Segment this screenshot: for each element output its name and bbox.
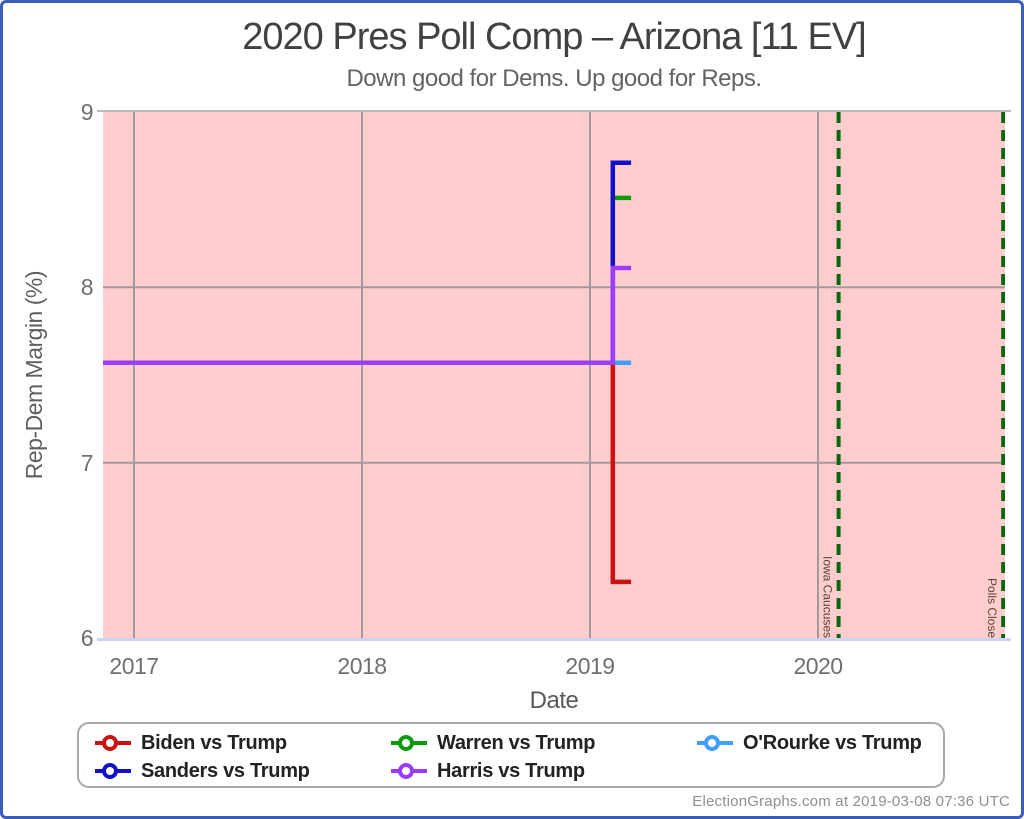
warren-line-marker-icon — [391, 734, 427, 752]
series-line — [103, 360, 632, 585]
legend-item-biden: Biden vs Trump — [95, 729, 391, 757]
y-axis-title: Rep-Dem Margin (%) — [20, 270, 47, 480]
biden-line-marker-icon — [95, 734, 131, 752]
annotation-label-iowa-caucuses: Iowa Caucuses — [820, 555, 835, 638]
harris-line-marker-icon — [391, 762, 427, 780]
legend: Biden vs Trump Warren vs Trump O'Rourke … — [77, 722, 945, 788]
legend-label-biden: Biden vs Trump — [141, 731, 287, 754]
orourke-line-marker-icon — [697, 734, 733, 752]
series-line — [103, 160, 632, 365]
chart-subtitle: Down good for Dems. Up good for Reps. — [346, 65, 762, 92]
y-tick-label: 6 — [80, 625, 94, 651]
plot-area — [103, 112, 1005, 638]
y-tick-label: 9 — [80, 99, 94, 125]
x-tick-label: 2018 — [337, 653, 387, 679]
legend-item-harris: Harris vs Trump — [391, 757, 697, 785]
y-tick-label: 8 — [80, 274, 94, 301]
legend-label-harris: Harris vs Trump — [437, 759, 585, 782]
legend-item-sanders: Sanders vs Trump — [95, 757, 391, 785]
x-tick-label: 2017 — [109, 653, 159, 679]
plot-top-border — [97, 110, 1011, 112]
attribution-timestamp: ElectionGraphs.com at 2019-03-08 07:36 U… — [692, 793, 1010, 810]
x-tick-label: 2019 — [565, 653, 615, 679]
legend-item-warren: Warren vs Trump — [391, 729, 697, 757]
legend-label-sanders: Sanders vs Trump — [141, 759, 310, 782]
x-tick-label: 2020 — [793, 653, 843, 679]
sanders-line-marker-icon — [95, 762, 131, 780]
x-axis-line — [97, 638, 1011, 641]
legend-label-orourke: O'Rourke vs Trump — [743, 731, 922, 754]
annotation-label-polls-close: Polls Close — [985, 577, 1000, 638]
legend-item-orourke: O'Rourke vs Trump — [697, 729, 943, 757]
series-line — [103, 265, 632, 365]
y-tick-label: 7 — [80, 449, 94, 476]
chart-title: 2020 Pres Poll Comp – Arizona [11 EV] — [242, 16, 866, 58]
series-line — [103, 195, 632, 365]
legend-label-warren: Warren vs Trump — [437, 731, 596, 754]
x-axis-title: Date — [529, 687, 579, 714]
